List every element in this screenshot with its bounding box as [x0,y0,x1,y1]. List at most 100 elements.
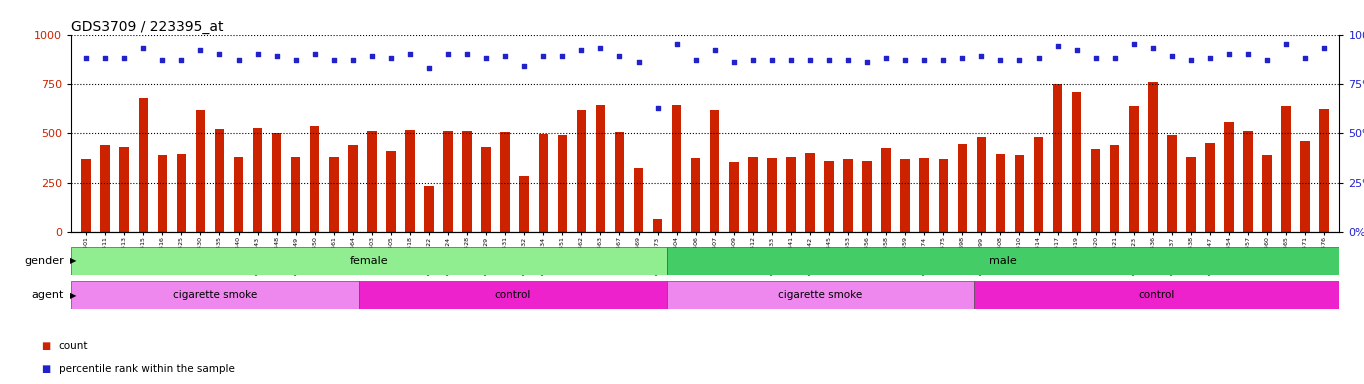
Text: control: control [1139,290,1174,300]
Point [551,53,573,60]
Point [170,57,192,63]
Point [456,51,477,58]
Bar [386,151,396,232]
Bar [919,157,929,232]
Point [1218,51,1240,58]
Bar [653,220,663,232]
Text: percentile rank within the sample: percentile rank within the sample [59,364,235,374]
Point [132,45,154,51]
Bar [1053,84,1063,232]
Bar [667,281,974,309]
Point [1294,55,1316,61]
Bar [310,126,319,232]
Bar [1187,157,1196,232]
Bar [692,158,701,232]
Bar [558,136,567,232]
Text: ■: ■ [41,341,50,351]
Text: ▶: ▶ [70,256,76,265]
Bar [71,281,359,309]
Point [1046,43,1068,50]
Point [952,55,974,61]
Point [342,57,364,63]
Bar [158,155,168,232]
Point [608,53,630,60]
Bar [996,154,1005,232]
Bar [667,247,1339,275]
Bar [1243,131,1252,232]
Point [1180,57,1202,63]
Point [876,55,898,61]
Bar [728,162,738,232]
Point [304,51,326,58]
Point [1161,53,1183,60]
Point [742,57,764,63]
Text: GDS3709 / 223395_at: GDS3709 / 223395_at [71,20,224,33]
Bar [71,247,667,275]
Bar [862,161,872,232]
Point [1199,55,1221,61]
Point [400,51,421,58]
Bar [329,157,338,232]
Bar [786,157,795,232]
Point [1103,55,1125,61]
Point [494,53,516,60]
Text: gender: gender [25,256,64,266]
Text: ▶: ▶ [70,291,76,300]
Bar [252,127,262,232]
Point [1008,57,1030,63]
Point [1065,47,1087,53]
Bar [1319,109,1329,232]
Bar [348,145,357,232]
Text: cigarette smoke: cigarette smoke [173,290,258,300]
Bar [520,176,529,232]
Point [1084,55,1106,61]
Bar [767,158,776,232]
Bar [101,145,110,232]
Bar [1034,137,1043,232]
Bar [1206,143,1215,232]
Point [818,57,840,63]
Point [914,57,936,63]
Point [989,57,1011,63]
Bar [1072,92,1082,232]
Bar [501,132,510,232]
Point [361,53,383,60]
Point [1256,57,1278,63]
Bar [139,98,149,232]
Point [247,51,269,58]
Point [1142,45,1163,51]
Text: female: female [349,256,389,266]
Bar [405,131,415,232]
Bar [271,134,281,232]
Bar [1148,82,1158,232]
Bar [424,186,434,232]
Point [761,57,783,63]
Point [532,53,554,60]
Point [685,57,707,63]
Bar [539,134,548,232]
Point [1027,55,1049,61]
Bar [214,129,224,232]
Bar [974,281,1339,309]
Point [666,41,687,48]
Point [647,105,668,111]
Point [1237,51,1259,58]
Bar [195,110,205,232]
Point [228,57,250,63]
Bar [709,110,719,232]
Bar [805,153,814,232]
Point [436,51,458,58]
Point [837,57,859,63]
Point [857,59,878,65]
Bar [1129,106,1139,232]
Bar [843,159,852,232]
Text: ■: ■ [41,364,50,374]
Bar [82,159,91,232]
Point [475,55,496,61]
Bar [1281,106,1290,232]
Bar [938,159,948,232]
Bar [577,110,587,232]
Bar [881,148,891,232]
Point [266,53,288,60]
Bar [233,157,243,232]
